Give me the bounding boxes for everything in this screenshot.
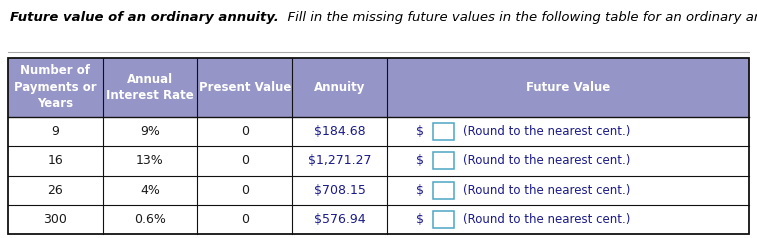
Text: 9%: 9%	[140, 125, 160, 138]
Text: $576.94: $576.94	[314, 213, 366, 226]
Bar	[8, 146, 749, 176]
Text: $: $	[416, 125, 424, 138]
Text: (Round to the nearest cent.): (Round to the nearest cent.)	[463, 125, 631, 138]
Bar	[8, 58, 749, 117]
Text: 13%: 13%	[136, 154, 164, 167]
FancyBboxPatch shape	[433, 152, 454, 169]
Text: (Round to the nearest cent.): (Round to the nearest cent.)	[463, 213, 631, 226]
Text: Annuity: Annuity	[314, 81, 366, 94]
Text: Future value of an ordinary annuity.: Future value of an ordinary annuity.	[10, 11, 279, 24]
Text: Annual
Interest Rate: Annual Interest Rate	[106, 73, 194, 102]
FancyBboxPatch shape	[433, 123, 454, 140]
Text: (Round to the nearest cent.): (Round to the nearest cent.)	[463, 154, 631, 167]
FancyBboxPatch shape	[433, 182, 454, 199]
Text: 0.6%: 0.6%	[134, 213, 166, 226]
Text: $: $	[416, 154, 424, 167]
Text: $: $	[416, 213, 424, 226]
Text: $: $	[416, 184, 424, 197]
Text: 0: 0	[241, 154, 249, 167]
Text: $184.68: $184.68	[314, 125, 366, 138]
Text: Future Value: Future Value	[526, 81, 611, 94]
Text: 26: 26	[47, 184, 63, 197]
Text: Fill in the missing future values in the following table for an ordinary annuity: Fill in the missing future values in the…	[279, 11, 757, 24]
Text: Present Value: Present Value	[199, 81, 291, 94]
Text: $708.15: $708.15	[314, 184, 366, 197]
Text: 0: 0	[241, 125, 249, 138]
Bar	[8, 176, 749, 205]
Text: 0: 0	[241, 213, 249, 226]
Bar	[8, 58, 749, 234]
Bar	[8, 205, 749, 234]
Text: 0: 0	[241, 184, 249, 197]
FancyBboxPatch shape	[433, 211, 454, 228]
Text: (Round to the nearest cent.): (Round to the nearest cent.)	[463, 184, 631, 197]
Text: 9: 9	[51, 125, 59, 138]
Text: $1,271.27: $1,271.27	[308, 154, 372, 167]
Bar	[8, 117, 749, 146]
Text: 300: 300	[43, 213, 67, 226]
Text: Number of
Payments or
Years: Number of Payments or Years	[14, 64, 96, 110]
Text: 4%: 4%	[140, 184, 160, 197]
Text: 16: 16	[47, 154, 63, 167]
